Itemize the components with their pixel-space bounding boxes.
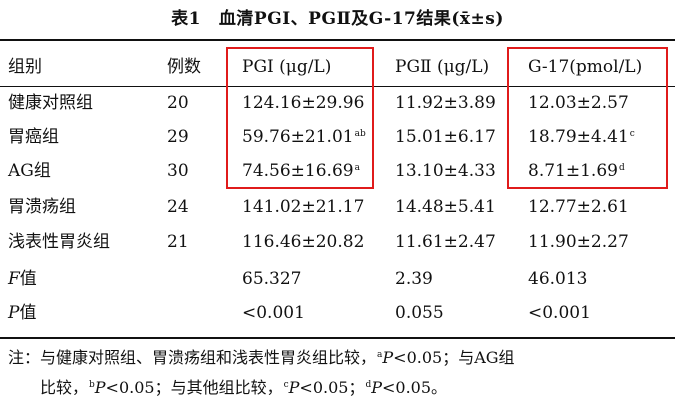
table-title: 表1 血清PGⅠ、PGⅡ及G-17结果(x̄±s) [0,4,675,29]
header-n: 例数 [167,57,201,77]
g17-cell: 12.77±2.61 [528,197,629,217]
g17-cell: 11.90±2.27 [528,232,629,252]
pg2-cell: 13.10±4.33 [395,161,496,181]
g17-cell: 8.71±1.69d [528,161,625,181]
header-g17: G-17(pmol/L) [528,57,643,77]
g17-cell: 18.79±4.41c [528,127,635,147]
pg1-cell: 65.327 [242,269,302,289]
n-cell: 30 [167,161,189,181]
pg2-cell: 14.48±5.41 [395,197,496,217]
bottom-rule [0,337,675,339]
group-cell: 胃溃疡组 [8,197,76,217]
stat-row-f: F值 65.327 2.39 46.013 [0,262,675,296]
table-row: 胃溃疡组 24 141.02±21.17 14.48±5.41 12.77±2.… [0,190,675,224]
group-cell: 胃癌组 [8,127,59,147]
pg1-cell: 141.02±21.17 [242,197,365,217]
top-rule [0,39,675,41]
footnote-line-2: 比较，bP<0.05；与其他组比较，cP<0.05；dP<0.05。 [40,378,448,397]
pg1-cell: 59.76±21.01ab [242,127,366,147]
n-cell: 24 [167,197,189,217]
pg2-cell: 11.92±3.89 [395,93,496,113]
pg1-highlight-box [226,47,374,189]
stat-label: F值 [8,269,37,289]
header-group: 组别 [8,57,42,77]
group-cell: 健康对照组 [8,93,93,113]
table-row: 胃癌组 29 59.76±21.01ab 15.01±6.17 18.79±4.… [0,120,675,154]
pg1-cell: 74.56±16.69a [242,161,360,181]
g17-cell: 46.013 [528,269,588,289]
group-cell: 浅表性胃炎组 [8,232,110,252]
pg2-cell: 0.055 [395,303,444,323]
footnote-line-1: 注：与健康对照组、胃溃疡组和浅表性胃炎组比较，aP<0.05；与AG组 [8,348,515,367]
pg1-cell: 124.16±29.96 [242,93,365,113]
n-cell: 20 [167,93,189,113]
pg1-cell: 116.46±20.82 [242,232,365,252]
pg1-cell: <0.001 [242,303,305,323]
group-cell: AG组 [8,161,51,181]
g17-cell: <0.001 [528,303,591,323]
stat-label: P值 [8,303,37,323]
g17-highlight-box [507,47,668,189]
n-cell: 29 [167,127,189,147]
g17-cell: 12.03±2.57 [528,93,629,113]
table-title-stat: (x̄±s) [451,9,504,29]
stat-row-p: P值 <0.001 0.055 <0.001 [0,296,675,330]
pg2-cell: 15.01±6.17 [395,127,496,147]
header-pg2: PGⅡ (μg/L) [395,57,490,77]
table-title-text: 血清PGⅠ、PGⅡ及G-17结果 [218,9,452,29]
table-row: 浅表性胃炎组 21 116.46±20.82 11.61±2.47 11.90±… [0,225,675,259]
table-row: AG组 30 74.56±16.69a 13.10±4.33 8.71±1.69… [0,154,675,188]
table-number: 表1 [171,9,201,29]
header-pg1: PGⅠ (μg/L) [242,57,332,77]
header-rule [0,86,675,87]
pg2-cell: 11.61±2.47 [395,232,496,252]
table-row: 健康对照组 20 124.16±29.96 11.92±3.89 12.03±2… [0,86,675,120]
header-row: 组别 例数 PGⅠ (μg/L) PGⅡ (μg/L) G-17(pmol/L) [0,50,675,84]
pg2-cell: 2.39 [395,269,433,289]
n-cell: 21 [167,232,189,252]
